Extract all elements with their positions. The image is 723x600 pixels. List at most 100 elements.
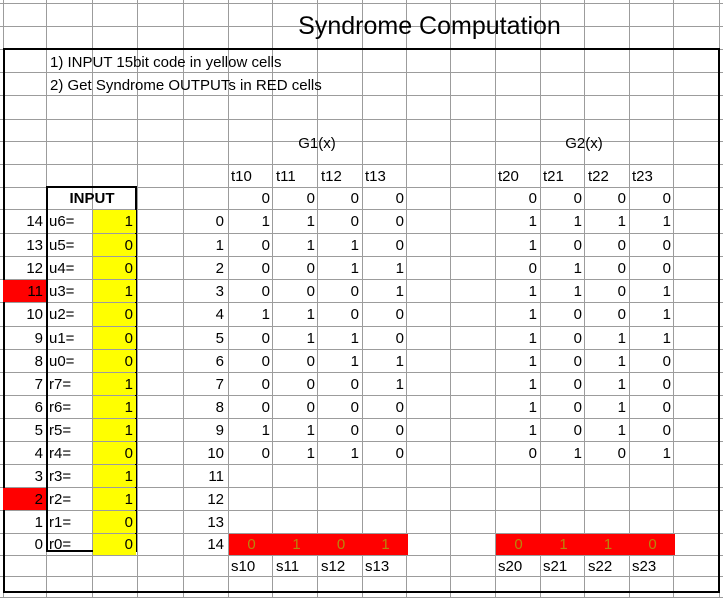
grid-col-line (495, 0, 496, 597)
grid-row-line (0, 279, 723, 280)
g2-value-cell: 1 (573, 259, 582, 277)
step-number: 3 (215, 282, 224, 300)
input-cell[interactable]: 0 (93, 442, 136, 464)
g1-value-cell: 0 (261, 282, 270, 300)
g2-syndrome-output: 0 (630, 534, 675, 555)
input-cell[interactable]: 1 (93, 280, 136, 302)
g1-value-cell: 1 (350, 236, 359, 254)
input-cell[interactable]: 1 (93, 373, 136, 395)
step-number: 0 (215, 213, 224, 230)
g2-value-cell: 0 (573, 329, 582, 347)
g2-syndrome-output: 0 (496, 534, 541, 555)
input-label: u4= (49, 259, 75, 277)
g2-value-cell: 0 (573, 421, 582, 439)
input-label: r2= (49, 490, 72, 508)
input-cell[interactable]: 0 (93, 534, 136, 555)
g2-value-cell: 0 (528, 190, 537, 207)
grid-row-line (0, 372, 723, 373)
g2-value-cell: 1 (528, 282, 537, 300)
g1-value-cell: 0 (350, 213, 359, 230)
g1-value-cell: 0 (306, 190, 315, 207)
g2-col-header: t23 (632, 167, 653, 185)
bit-index: 0 (34, 536, 43, 553)
bit-index: 1 (34, 513, 43, 531)
g1-output-label: s11 (276, 557, 300, 575)
g2-value-cell: 1 (528, 352, 537, 370)
g1-value-cell: 1 (306, 213, 315, 230)
g1-value-cell: 1 (350, 259, 359, 277)
g2-value-cell: 1 (573, 444, 582, 462)
grid-col-line (450, 0, 451, 597)
g1-value-cell: 0 (350, 375, 359, 393)
grid-col-line (584, 0, 585, 597)
grid-row-line (0, 302, 723, 303)
bit-index: 10 (26, 306, 43, 323)
input-cell[interactable]: 1 (93, 465, 136, 487)
input-label: r6= (49, 398, 72, 416)
bit-index: 5 (34, 421, 43, 439)
g1-output-label: s12 (321, 557, 346, 575)
g2-value-cell: 0 (662, 259, 671, 277)
g2-value-cell: 0 (662, 352, 671, 370)
g2-output-label: s23 (632, 557, 657, 575)
g1-output-label: s13 (365, 557, 390, 575)
g2-value-cell: 0 (662, 421, 671, 439)
input-cell[interactable]: 0 (93, 511, 136, 533)
input-label: r5= (49, 421, 72, 439)
grid-col-line (540, 0, 541, 597)
grid-row-line (0, 555, 723, 556)
g2-value-cell: 1 (617, 352, 626, 370)
input-cell[interactable]: 1 (93, 396, 136, 418)
bit-index: 9 (34, 329, 43, 347)
g1-value-cell: 1 (395, 282, 404, 300)
input-cell[interactable]: 0 (93, 303, 136, 326)
g2-value-cell: 1 (528, 213, 537, 230)
input-label: u6= (49, 213, 75, 230)
input-label: r1= (49, 513, 72, 531)
bit-index: 13 (26, 236, 43, 254)
input-header: INPUT (69, 189, 115, 207)
grid-row-line (0, 464, 723, 465)
g1-output-label: s10 (231, 557, 256, 575)
g2-title: G2(x) (565, 135, 603, 152)
g1-value-cell: 0 (395, 398, 404, 416)
g2-value-cell: 1 (528, 421, 537, 439)
step-number: 2 (215, 259, 224, 277)
g1-value-cell: 1 (306, 329, 315, 347)
step-number: 11 (208, 467, 224, 485)
input-label: r0= (49, 536, 72, 553)
grid-row-line (0, 233, 723, 234)
grid-row-line (0, 3, 723, 4)
g1-value-cell: 0 (261, 352, 270, 370)
g2-value-cell: 0 (617, 259, 626, 277)
grid-col-line (317, 0, 318, 597)
g1-value-cell: 1 (261, 421, 270, 439)
g2-value-cell: 1 (528, 375, 537, 393)
g2-syndrome-output: 1 (541, 534, 586, 555)
g1-value-cell: 1 (261, 213, 270, 230)
step-number: 10 (207, 444, 224, 462)
g1-value-cell: 0 (395, 444, 404, 462)
g2-value-cell: 0 (573, 190, 582, 207)
grid-col-line (673, 0, 674, 597)
grid-row-line (0, 441, 723, 442)
g2-value-cell: 0 (573, 398, 582, 416)
g1-value-cell: 1 (306, 236, 315, 254)
g2-value-cell: 0 (662, 375, 671, 393)
input-cell[interactable]: 0 (93, 234, 136, 256)
g1-value-cell: 1 (395, 352, 404, 370)
g1-value-cell: 0 (395, 329, 404, 347)
g1-value-cell: 1 (306, 306, 315, 323)
input-cell[interactable]: 0 (93, 350, 136, 372)
input-cell[interactable]: 1 (93, 419, 136, 441)
input-cell[interactable]: 1 (93, 210, 136, 233)
step-number: 14 (207, 536, 224, 553)
input-cell[interactable]: 1 (93, 488, 136, 510)
g1-value-cell: 0 (350, 282, 359, 300)
input-label: u2= (49, 306, 75, 323)
input-cell[interactable]: 0 (93, 257, 136, 279)
input-cell[interactable]: 0 (93, 327, 136, 349)
grid-row-line (0, 209, 723, 210)
g1-value-cell: 1 (261, 306, 270, 323)
bit-index: 3 (34, 467, 43, 485)
